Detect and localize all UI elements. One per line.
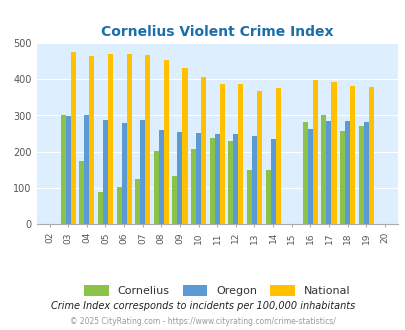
Bar [330,82,336,224]
Bar [326,121,330,224]
Text: © 2025 CityRating.com - https://www.cityrating.com/crime-statistics/: © 2025 CityRating.com - https://www.city… [70,317,335,326]
Bar [363,122,368,224]
Bar [358,126,363,224]
Bar [145,55,150,224]
Bar [233,134,238,224]
Bar [270,140,275,224]
Bar [238,84,243,224]
Bar [98,192,103,224]
Bar [349,86,354,224]
Legend: Cornelius, Oregon, National: Cornelius, Oregon, National [79,281,354,301]
Bar [219,84,224,224]
Bar [79,161,84,224]
Bar [228,141,233,224]
Bar [339,131,344,224]
Title: Cornelius Violent Crime Index: Cornelius Violent Crime Index [101,25,333,39]
Bar [121,123,126,224]
Bar [89,56,94,224]
Bar [302,122,307,224]
Bar [196,133,200,224]
Bar [60,115,66,224]
Bar [214,134,219,224]
Bar [265,170,270,224]
Bar [164,60,168,224]
Bar [368,87,373,224]
Bar [252,136,256,224]
Bar [275,88,280,224]
Bar [70,52,76,224]
Bar [256,91,261,224]
Bar [246,170,252,224]
Bar [84,115,89,224]
Bar [307,129,312,224]
Bar [191,149,196,224]
Bar [66,116,70,224]
Bar [135,179,140,224]
Bar [344,120,349,224]
Bar [182,68,187,224]
Bar [108,54,113,224]
Bar [209,138,214,224]
Bar [312,80,317,224]
Bar [116,187,121,224]
Bar [321,115,326,224]
Text: Crime Index corresponds to incidents per 100,000 inhabitants: Crime Index corresponds to incidents per… [51,301,354,311]
Bar [140,120,145,224]
Bar [172,177,177,224]
Bar [200,77,206,224]
Bar [153,151,158,224]
Bar [103,120,108,224]
Bar [158,130,164,224]
Bar [177,132,182,224]
Bar [126,54,131,224]
